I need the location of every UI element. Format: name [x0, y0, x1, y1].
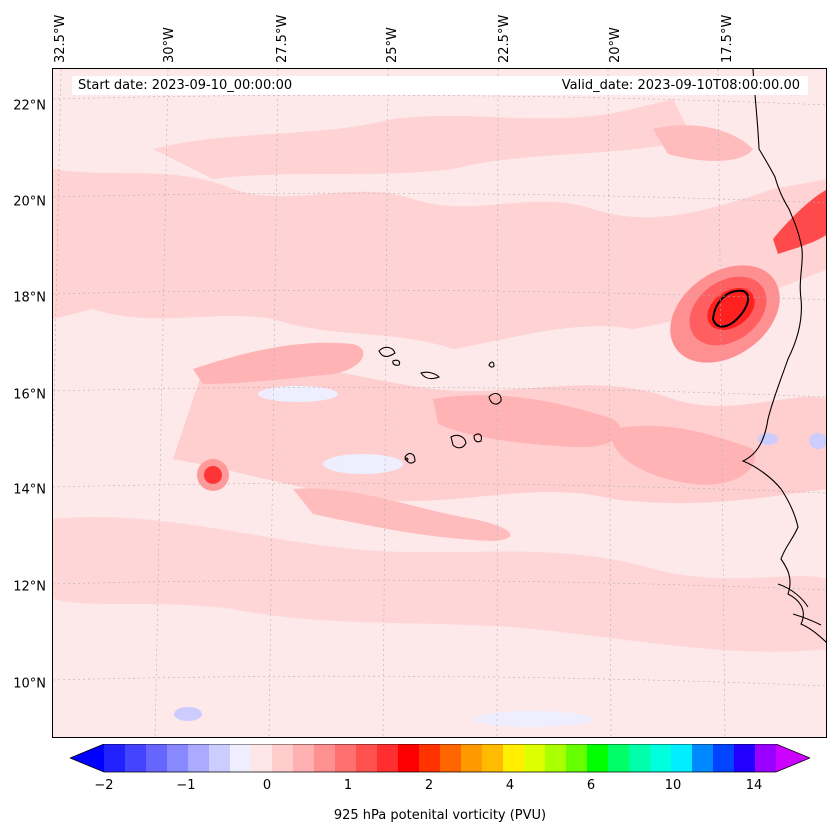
lat-label-22n: 22°N: [13, 98, 46, 114]
colorbar-segment: [461, 744, 483, 772]
africa-coastline-detail: [777, 583, 822, 626]
colorbar-segment: [230, 744, 252, 772]
colorbar-segment: [272, 744, 294, 772]
pv-vortex-inner: [204, 466, 222, 484]
lat-label-12n: 12°N: [13, 579, 46, 595]
colorbar-segment: [293, 744, 315, 772]
colorbar-segment: [587, 744, 609, 772]
lon-label-25w: 25°W: [385, 27, 400, 63]
lat-label-18n: 18°N: [13, 290, 46, 306]
colorbar-segment: [503, 744, 525, 772]
colorbar-segment: [167, 744, 189, 772]
colorbar-tick: −1: [176, 778, 196, 793]
colorbar-segment: [755, 744, 777, 772]
colorbar-segment: [419, 744, 441, 772]
colorbar-segment: [104, 744, 126, 772]
colorbar-segment: [335, 744, 357, 772]
colorbar-segment: [398, 744, 420, 772]
colorbar-tick: 1: [343, 778, 353, 793]
pv-negative-patch-3: [174, 707, 202, 721]
colorbar-tick: −2: [94, 778, 114, 793]
pv-max-inner: [707, 288, 755, 330]
colorbar-segment: [650, 744, 672, 772]
map-panel: [52, 68, 827, 738]
lon-label-17-5w: 17.5°W: [720, 14, 735, 63]
valid-date-label: Valid_date: 2023-09-10T08:00:00.00: [561, 78, 800, 93]
colorbar-segment: [545, 744, 567, 772]
colorbar-segment: [251, 744, 273, 772]
colorbar-segment: [608, 744, 630, 772]
pv-negative-patch-5: [758, 433, 778, 445]
map-canvas: [53, 69, 826, 737]
info-banner: Start date: 2023-09-10_00:00:00 Valid_da…: [72, 76, 808, 95]
colorbar-segment: [440, 744, 462, 772]
pv-negative-patch-4: [809, 433, 826, 449]
pv-coastal-streak: [773, 190, 826, 254]
colorbar-segment: [734, 744, 756, 772]
colorbar-segment: [125, 744, 147, 772]
pv-negative-patch-2: [323, 454, 403, 474]
pv-contour-light-band-northwest: [153, 99, 693, 179]
colorbar-tick: 2: [424, 778, 434, 793]
colorbar-segment: [671, 744, 693, 772]
lon-label-27-5w: 27.5°W: [275, 14, 290, 63]
colorbar-tick: 14: [745, 778, 763, 793]
colorbar-tick: 10: [664, 778, 682, 793]
pv-contour-medium-streak-southwest: [293, 488, 511, 541]
pv-negative-patch-6: [473, 711, 593, 727]
pv-negative-patch-1: [258, 386, 338, 402]
colorbar-segment: [146, 744, 168, 772]
colorbar-tick: 4: [505, 778, 515, 793]
gridlines: [53, 69, 826, 737]
lon-label-22-5w: 22.5°W: [497, 14, 512, 63]
colorbar-outline: [70, 744, 810, 773]
pv-contour-medium-streak-west: [193, 342, 364, 384]
lat-label-14n: 14°N: [13, 482, 46, 498]
pv-contour-light-band-north: [53, 169, 826, 349]
lat-label-16n: 16°N: [13, 387, 46, 403]
lat-label-20n: 20°N: [13, 194, 46, 210]
pv-max-contour: [711, 289, 750, 328]
pv-contour-light-band-south: [53, 517, 826, 652]
colorbar-segment: [482, 744, 504, 772]
colorbar-label: 925 hPa potenital vorticity (PVU): [333, 808, 547, 823]
lon-label-30w: 30°W: [162, 27, 177, 63]
colorbar-tick: 0: [262, 778, 272, 793]
colorbar-segment: [188, 744, 210, 772]
colorbar-segment: [692, 744, 714, 772]
colorbar-segment: [566, 744, 588, 772]
colorbar-segment: [524, 744, 546, 772]
lat-label-10n: 10°N: [13, 676, 46, 692]
cape-verde-islands: [378, 346, 502, 464]
colorbar: [70, 744, 810, 773]
start-date-label: Start date: 2023-09-10_00:00:00: [78, 78, 293, 93]
pv-contour-medium-patch-east: [613, 425, 755, 485]
colorbar-segment: [209, 744, 231, 772]
colorbar-tick: 6: [586, 778, 596, 793]
africa-coastline: [741, 69, 826, 643]
pv-contour-medium-patch-north: [653, 125, 753, 161]
colorbar-segment: [356, 744, 378, 772]
colorbar-extend-min: [70, 744, 104, 772]
lon-label-20w: 20°W: [608, 27, 623, 63]
colorbar-segment: [314, 744, 336, 772]
colorbar-extend-max: [776, 744, 810, 772]
colorbar-segment: [629, 744, 651, 772]
colorbar-segment: [713, 744, 735, 772]
colorbar-segment: [377, 744, 399, 772]
lon-label-32-5w: 32.5°W: [53, 14, 68, 63]
